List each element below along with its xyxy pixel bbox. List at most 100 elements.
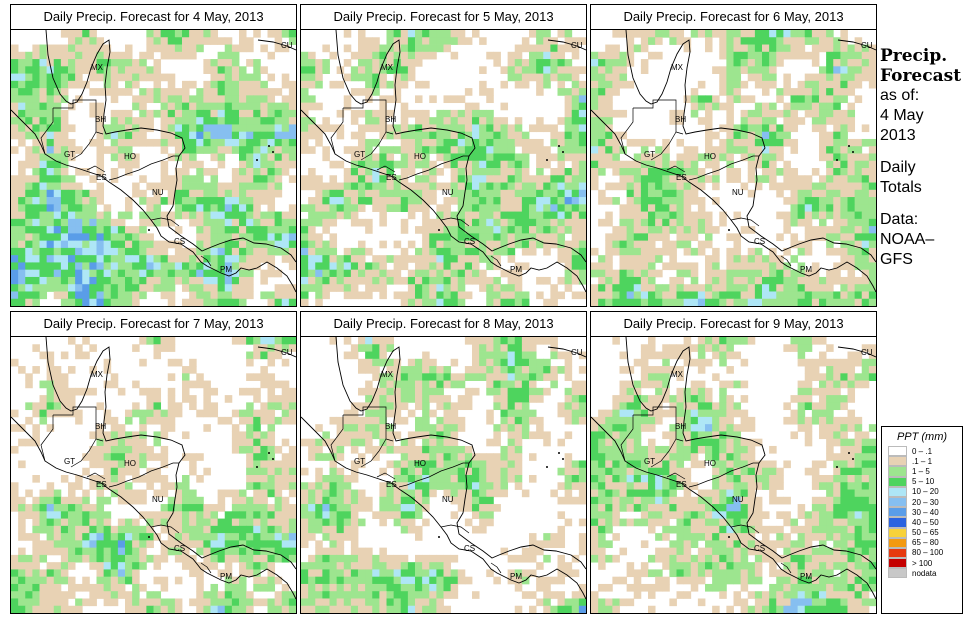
- precip-cell: [132, 583, 140, 592]
- precip-cell: [733, 269, 742, 278]
- precip-cell: [407, 160, 416, 169]
- precip-cell: [46, 168, 55, 176]
- precip-cell: [103, 482, 112, 490]
- precip-cell: [260, 511, 268, 519]
- coastline: [257, 346, 296, 358]
- country-border: [108, 155, 179, 181]
- precip-cell: [676, 30, 685, 38]
- precip-cell: [239, 431, 247, 440]
- precip-cell: [472, 153, 480, 162]
- precip-cell: [578, 269, 586, 278]
- precip-cell: [246, 255, 254, 263]
- precip-cell: [740, 109, 749, 118]
- precip-cell: [160, 160, 169, 169]
- precip-cell: [196, 175, 204, 183]
- precip-cell: [68, 525, 76, 534]
- precip-cell: [139, 233, 147, 242]
- precip-cell: [253, 95, 261, 104]
- precip-cell: [529, 66, 537, 74]
- precip-cell: [550, 59, 558, 67]
- precip-cell: [231, 59, 240, 67]
- precip-cell: [457, 380, 466, 389]
- precip-cell: [840, 30, 848, 38]
- precip-cell: [343, 424, 352, 432]
- precip-cell: [479, 160, 487, 169]
- precip-cell: [747, 189, 756, 198]
- precip-cell: [315, 467, 323, 476]
- precip-cell: [343, 518, 352, 527]
- precip-cell: [521, 240, 530, 249]
- precip-cell: [457, 416, 466, 425]
- precip-cell: [358, 424, 366, 432]
- precip-cell: [472, 460, 480, 469]
- precip-cell: [529, 344, 537, 352]
- precip-cell: [407, 240, 416, 249]
- precip-cell: [422, 460, 430, 469]
- precip-cell: [103, 80, 112, 89]
- precip-cell: [53, 182, 62, 191]
- precip-cell: [18, 59, 26, 67]
- precip-cell: [315, 489, 323, 498]
- precip-cell: [400, 518, 409, 527]
- precip-cell: [343, 482, 352, 490]
- precip-cell: [39, 73, 48, 82]
- precip-cell: [281, 409, 290, 418]
- precip-cell: [819, 30, 827, 38]
- precip-cell: [521, 80, 530, 89]
- precip-cell: [39, 511, 48, 519]
- precip-cell: [336, 66, 345, 74]
- precip-cell: [196, 197, 204, 205]
- precip-cell: [336, 160, 345, 169]
- precip-cell: [429, 138, 437, 147]
- precip-cell: [11, 102, 19, 111]
- precip-cell: [365, 88, 373, 96]
- precip-cell: [60, 175, 69, 183]
- precip-cell: [25, 102, 33, 111]
- precip-cell: [819, 138, 827, 147]
- precip-cell: [379, 402, 387, 411]
- precip-cell: [754, 146, 763, 154]
- precip-cell: [60, 44, 69, 53]
- precip-cell: [308, 204, 316, 212]
- precip-cell: [46, 175, 55, 183]
- precip-cell: [804, 73, 813, 82]
- precip-cell: [217, 591, 226, 599]
- precip-cell: [68, 226, 76, 234]
- precip-cell: [32, 576, 40, 585]
- precip-cell: [160, 416, 169, 425]
- precip-cell: [591, 182, 599, 191]
- precip-cell: [578, 175, 586, 183]
- precip-cell: [125, 591, 133, 599]
- precip-cell: [557, 138, 566, 147]
- precip-cell: [167, 409, 176, 418]
- precip-cell: [776, 138, 784, 147]
- precip-cell: [662, 211, 670, 220]
- precip-cell: [365, 438, 373, 447]
- precip-cell: [125, 298, 133, 306]
- precip-cell: [60, 262, 69, 271]
- precip-cell: [231, 168, 240, 176]
- precip-cell: [740, 124, 749, 133]
- precip-cell: [146, 95, 154, 104]
- precip-cell: [39, 255, 48, 263]
- precip-cell: [182, 380, 190, 389]
- precip-cell: [132, 453, 140, 461]
- precip-cell: [96, 504, 105, 512]
- precip-cell: [605, 182, 613, 191]
- precip-cell: [840, 168, 848, 176]
- precip-cell: [182, 525, 190, 534]
- precip-cell: [350, 153, 359, 162]
- precip-cell: [472, 182, 480, 191]
- precip-cell: [605, 51, 613, 60]
- precip-cell: [301, 182, 309, 191]
- precip-cell: [125, 80, 133, 89]
- precip-cell: [422, 518, 430, 527]
- precip-cell: [196, 496, 204, 505]
- precip-cell: [529, 233, 537, 242]
- precip-cell: [804, 269, 813, 278]
- precip-cell: [39, 269, 48, 278]
- precip-cell: [429, 95, 437, 104]
- precip-cell: [457, 37, 466, 45]
- precip-cell: [479, 131, 487, 140]
- panel-title: Daily Precip. Forecast for 8 May, 2013: [300, 311, 587, 337]
